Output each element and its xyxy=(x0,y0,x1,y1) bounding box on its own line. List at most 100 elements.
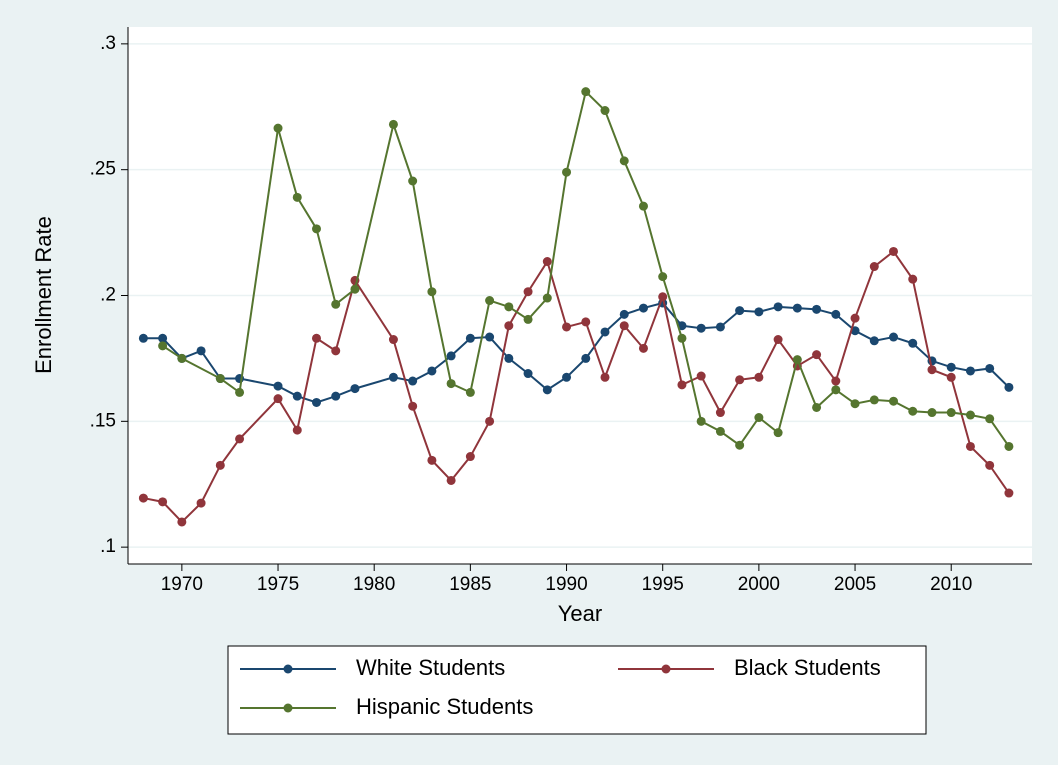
data-point xyxy=(388,335,398,345)
data-point xyxy=(331,346,341,356)
x-tick-label: 1990 xyxy=(545,574,587,595)
x-tick-label: 1995 xyxy=(642,574,684,595)
data-point xyxy=(985,414,995,424)
data-point xyxy=(965,441,975,451)
data-point xyxy=(696,323,706,333)
data-point xyxy=(908,406,918,416)
data-point xyxy=(754,413,764,423)
data-point xyxy=(485,296,495,306)
data-point xyxy=(542,293,552,303)
data-point xyxy=(715,408,725,418)
legend-marker xyxy=(661,664,671,674)
data-point xyxy=(850,399,860,409)
data-point xyxy=(388,372,398,382)
data-point xyxy=(562,372,572,382)
x-tick-label: 2010 xyxy=(930,574,972,595)
data-point xyxy=(177,353,187,363)
data-point xyxy=(715,426,725,436)
data-point xyxy=(908,338,918,348)
data-point xyxy=(965,410,975,420)
data-point xyxy=(619,156,629,166)
data-point xyxy=(427,455,437,465)
data-point xyxy=(562,322,572,332)
y-tick-label: .1 xyxy=(100,536,116,557)
data-point xyxy=(600,327,610,337)
data-point xyxy=(965,366,975,376)
data-point xyxy=(138,493,148,503)
data-point xyxy=(581,87,591,97)
x-tick-label: 1980 xyxy=(353,574,395,595)
data-point xyxy=(311,333,321,343)
data-point xyxy=(350,384,360,394)
data-point xyxy=(850,313,860,323)
legend-label: Hispanic Students xyxy=(356,694,533,719)
data-point xyxy=(331,391,341,401)
data-point xyxy=(889,246,899,256)
data-point xyxy=(504,302,514,312)
data-point xyxy=(619,309,629,319)
data-point xyxy=(523,369,533,379)
data-point xyxy=(658,292,668,302)
data-point xyxy=(485,416,495,426)
data-point xyxy=(600,106,610,116)
data-point xyxy=(408,401,418,411)
data-point xyxy=(292,425,302,435)
y-tick-label: .2 xyxy=(100,285,116,306)
data-point xyxy=(235,434,245,444)
data-point xyxy=(773,302,783,312)
data-point xyxy=(196,498,206,508)
data-point xyxy=(504,321,514,331)
data-point xyxy=(696,416,706,426)
data-point xyxy=(792,303,802,313)
x-tick-label: 1970 xyxy=(161,574,203,595)
data-point xyxy=(292,192,302,202)
data-point xyxy=(946,362,956,372)
y-tick-label: .15 xyxy=(90,410,116,431)
legend-marker xyxy=(283,703,293,713)
data-point xyxy=(1004,382,1014,392)
data-point xyxy=(773,335,783,345)
data-point xyxy=(946,408,956,418)
data-point xyxy=(1004,488,1014,498)
data-point xyxy=(408,376,418,386)
data-point xyxy=(523,287,533,297)
data-point xyxy=(812,350,822,360)
data-point xyxy=(446,379,456,389)
data-point xyxy=(177,517,187,527)
data-point xyxy=(889,396,899,406)
data-point xyxy=(465,333,475,343)
data-point xyxy=(889,332,899,342)
data-point xyxy=(215,460,225,470)
data-point xyxy=(812,304,822,314)
data-point xyxy=(831,376,841,386)
data-point xyxy=(350,284,360,294)
data-point xyxy=(869,395,879,405)
data-point xyxy=(311,397,321,407)
series-line xyxy=(143,250,1010,524)
legend-label: White Students xyxy=(356,655,505,680)
data-point xyxy=(946,372,956,382)
data-point xyxy=(331,299,341,309)
data-point xyxy=(831,309,841,319)
data-point xyxy=(677,380,687,390)
data-point xyxy=(754,307,764,317)
data-point xyxy=(831,385,841,395)
data-point xyxy=(600,372,610,382)
data-point xyxy=(696,371,706,381)
x-tick-label: 1975 xyxy=(257,574,299,595)
data-point xyxy=(638,201,648,211)
data-point xyxy=(273,394,283,404)
data-point xyxy=(138,333,148,343)
data-point xyxy=(908,274,918,284)
data-point xyxy=(985,363,995,373)
x-axis-label: Year xyxy=(558,601,602,626)
data-point xyxy=(869,336,879,346)
y-tick-label: .25 xyxy=(90,159,116,180)
data-point xyxy=(985,460,995,470)
data-point xyxy=(158,333,168,343)
data-point xyxy=(523,314,533,324)
data-point xyxy=(735,375,745,385)
legend xyxy=(227,645,927,735)
y-axis-label: Enrollment Rate xyxy=(31,216,56,374)
